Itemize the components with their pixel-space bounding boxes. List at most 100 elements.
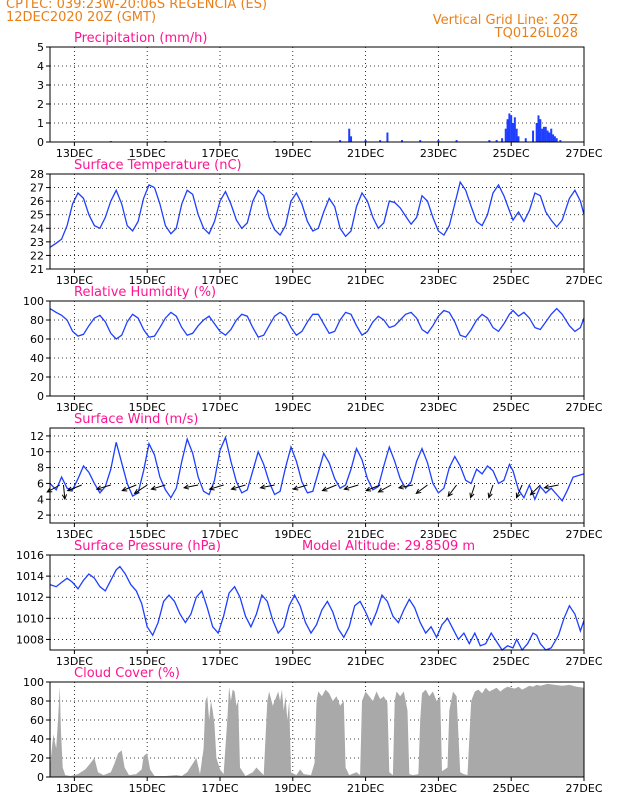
y-tick-label: 1014 [16, 570, 44, 583]
x-tick-label: 25DEC [493, 782, 530, 795]
y-tick-label: 1016 [16, 549, 44, 562]
wind-arrow-head [487, 492, 493, 499]
wind-arrow [544, 484, 559, 489]
panel-frame [49, 300, 585, 397]
y-tick-label: 100 [23, 295, 44, 308]
wind-arrow [151, 484, 166, 490]
y-tick-label: 22 [30, 249, 44, 262]
x-tick-label: 23DEC [420, 274, 457, 287]
y-tick-label: 2 [37, 509, 44, 522]
x-tick-label: 23DEC [420, 401, 457, 414]
wind-arrow [209, 484, 224, 490]
series-line [49, 180, 585, 248]
x-tick-label: 15DEC [129, 274, 166, 287]
wind-arrow-head [515, 492, 521, 499]
y-tick-label: 26 [30, 195, 44, 208]
wind-arrow-head [343, 485, 350, 491]
wind-arrow-head [529, 489, 536, 496]
precip-bar [541, 128, 544, 142]
x-tick-label: 27DEC [565, 655, 602, 668]
panel-title: Surface Temperature (nC) [74, 158, 242, 173]
precip-bar [364, 140, 367, 142]
wind-arrow [378, 484, 392, 493]
x-tick-label: 27DEC [565, 528, 602, 541]
y-tick-label: 1012 [16, 591, 44, 604]
wind-arrow [488, 484, 494, 498]
x-tick-label: 25DEC [493, 401, 530, 414]
x-tick-label: 21DEC [347, 528, 384, 541]
wind-arrow-head [259, 484, 266, 490]
precip-bar [501, 138, 504, 142]
precip-bar [539, 119, 542, 142]
wind-arrow-head [208, 485, 215, 491]
wind-arrow-head [543, 484, 550, 490]
wind-arrow-head [397, 484, 404, 490]
x-tick-label: 15DEC [129, 782, 166, 795]
precip-bar [546, 130, 549, 142]
x-tick-label: 25DEC [493, 528, 530, 541]
x-tick-label: 19DEC [274, 401, 311, 414]
y-tick-label: 80 [30, 314, 44, 327]
wind-arrow-head [415, 488, 422, 495]
y-tick-label: 21 [30, 263, 44, 276]
precip-bar [339, 140, 342, 142]
y-tick-label: 28 [30, 168, 44, 181]
precip-bar [532, 130, 535, 142]
precip-bar [553, 136, 556, 142]
y-tick-label: 4 [37, 60, 44, 73]
precip-bar [348, 128, 351, 142]
wind-arrow [184, 484, 199, 489]
x-tick-label: 21DEC [347, 655, 384, 668]
wind-arrow-head [447, 491, 453, 498]
precip-bar [386, 132, 389, 142]
precip-bar [515, 128, 518, 142]
wind-arrow [516, 484, 523, 498]
precip-bar [535, 123, 538, 142]
wind-arrow [470, 484, 476, 498]
wind-arrow [415, 484, 428, 494]
y-tick-label: 10 [30, 446, 44, 459]
wind-arrow [322, 484, 337, 492]
x-tick-label: 13DEC [56, 655, 93, 668]
x-tick-label: 15DEC [129, 147, 166, 160]
precip-bar [419, 140, 422, 142]
x-tick-label: 17DEC [201, 528, 238, 541]
x-tick-label: 13DEC [56, 274, 93, 287]
y-tick-label: 24 [30, 222, 44, 235]
wind-arrow-head [377, 487, 384, 493]
x-tick-label: 27DEC [565, 147, 602, 160]
wind-arrow-head [321, 486, 328, 492]
x-tick-label: 25DEC [493, 147, 530, 160]
y-tick-label: 60 [30, 333, 44, 346]
precip-bar [455, 140, 458, 142]
y-tick-label: 20 [30, 371, 44, 384]
x-tick-label: 23DEC [420, 528, 457, 541]
wind-arrow [46, 484, 61, 493]
x-tick-label: 19DEC [274, 147, 311, 160]
series-line [49, 435, 585, 502]
x-tick-label: 17DEC [201, 274, 238, 287]
grid-note: Vertical Grid Line: 20Z [432, 13, 578, 28]
wind-arrow [530, 484, 541, 496]
station-header: CPTEC: 039:23W-20:06S REGENCIA (ES) [6, 0, 268, 12]
precip-bar [555, 138, 558, 142]
wind-arrow [293, 484, 308, 490]
wind-arrow-head [95, 485, 102, 491]
precip-bar [400, 140, 403, 142]
series-line [49, 565, 585, 652]
run-time-header: 12DEC2020 20Z (GMT) [6, 10, 157, 25]
precip-bar [544, 126, 547, 142]
y-tick-label: 1 [37, 117, 44, 130]
precip-bar [559, 140, 562, 142]
x-tick-label: 21DEC [347, 782, 384, 795]
panel-title: Surface Pressure (hPa) [74, 539, 221, 554]
x-tick-label: 17DEC [201, 147, 238, 160]
x-tick-label: 15DEC [129, 401, 166, 414]
x-tick-label: 25DEC [493, 274, 530, 287]
x-tick-label: 13DEC [56, 401, 93, 414]
panel-frame [49, 427, 585, 524]
panel-title: Surface Wind (m/s) [74, 412, 198, 427]
wind-arrow-head [469, 492, 475, 499]
wind-arrow-head [61, 494, 68, 501]
